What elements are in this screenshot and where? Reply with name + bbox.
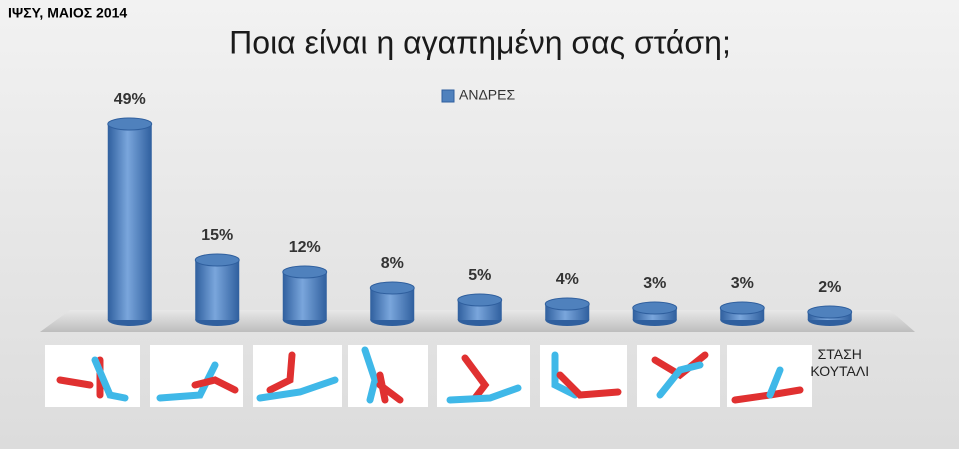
data-label: 3%: [731, 275, 754, 292]
x-tick-label: ΣΤΑΣΗ ΚΟΥΤΑΛΙ: [810, 346, 870, 379]
bar-top: [457, 293, 503, 307]
bar-top: [632, 301, 678, 315]
chart-title: Ποια είναι η αγαπημένη σας στάση;: [229, 24, 731, 60]
legend-swatch: [441, 89, 455, 103]
source: ΙΨΣΥ, ΜΑΙΟΣ 2014: [8, 5, 127, 21]
data-label: 12%: [289, 239, 321, 256]
bar: [282, 272, 327, 320]
data-label: 5%: [468, 267, 491, 284]
data-label: 2%: [818, 279, 841, 296]
bar-top: [807, 305, 853, 319]
bar: [195, 260, 240, 320]
data-label: 8%: [381, 255, 404, 272]
bar-top: [719, 301, 765, 315]
bar-top: [194, 253, 240, 267]
bar-top: [282, 265, 328, 279]
bar-top: [369, 281, 415, 295]
bar-top: [107, 117, 153, 131]
data-label: 3%: [643, 275, 666, 292]
legend-label: ΑΝΔΡΕΣ: [459, 87, 515, 103]
data-label: 15%: [201, 227, 233, 244]
bar-top: [544, 297, 590, 311]
data-label: 49%: [114, 91, 146, 108]
bar: [107, 124, 152, 320]
pictograms: [45, 345, 812, 407]
data-label: 4%: [556, 271, 579, 288]
